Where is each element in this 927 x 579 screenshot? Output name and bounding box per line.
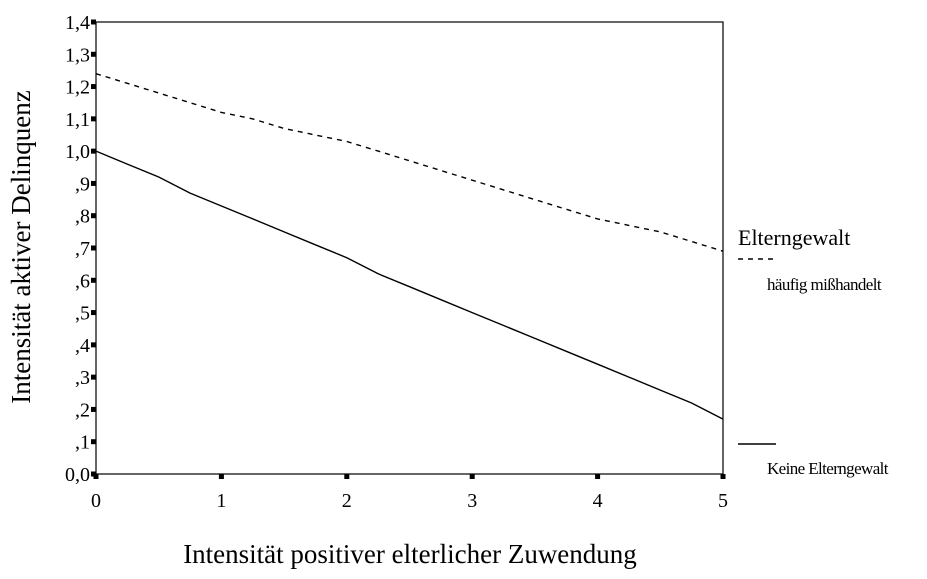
y-axis-title: Intensität aktiver Delinquenz — [6, 90, 36, 403]
x-tick-mark — [595, 474, 601, 479]
y-tick-label: ,7 — [75, 238, 90, 260]
y-tick-label: ,4 — [75, 335, 90, 357]
y-tick-label: ,6 — [75, 270, 90, 292]
y-tick-mark — [91, 180, 96, 186]
x-tick-label: 2 — [342, 490, 352, 512]
y-tick-mark — [91, 439, 96, 445]
x-tick-label: 5 — [718, 490, 728, 512]
y-tick-mark — [91, 84, 96, 90]
y-tick-mark — [91, 116, 96, 122]
y-tick-mark — [91, 245, 96, 251]
x-tick-mark — [218, 474, 224, 479]
x-tick-label: 4 — [593, 490, 603, 512]
plot-border — [95, 21, 724, 475]
legend-title: Elterngewalt — [738, 225, 850, 250]
y-tick-mark — [91, 374, 96, 380]
y-tick-label: ,5 — [75, 303, 90, 325]
y-tick-label: ,9 — [75, 173, 90, 195]
x-tick-mark — [344, 474, 350, 479]
y-tick-label: 1,4 — [65, 12, 90, 34]
y-axis-ticks: 0,0 ,1 ,2 ,3 ,4 ,5 ,6 ,7 ,8 ,9 1,0 1,1 1,2 1,3 1,4 — [65, 12, 96, 486]
y-tick-label: ,2 — [75, 399, 90, 421]
x-tick-label: 0 — [91, 490, 101, 512]
y-tick-mark — [91, 19, 96, 25]
y-tick-mark — [91, 148, 96, 154]
y-tick-mark — [91, 342, 96, 348]
series-line-solid — [95, 150, 724, 420]
y-tick-mark — [91, 51, 96, 57]
legend-label-keine-elterngewalt: Keine Elterngewalt — [767, 459, 889, 478]
x-tick-label: 3 — [467, 490, 477, 512]
y-tick-label: ,3 — [75, 367, 90, 389]
x-tick-label: 1 — [216, 490, 226, 512]
y-tick-mark — [91, 213, 96, 219]
y-tick-label: ,1 — [75, 432, 90, 454]
y-tick-label: 1,3 — [65, 44, 90, 66]
y-tick-mark — [91, 277, 96, 283]
y-tick-label: 1,2 — [65, 77, 90, 99]
legend: Elterngewalt häufig mißhandelt Keine Elt… — [738, 225, 889, 478]
x-tick-mark — [469, 474, 475, 479]
x-axis-title: Intensität positiver elterlicher Zuwendu… — [183, 539, 637, 569]
y-tick-label: ,8 — [75, 206, 90, 228]
y-tick-mark — [91, 310, 96, 316]
y-tick-mark — [91, 406, 96, 412]
y-tick-label: 1,0 — [65, 141, 90, 163]
y-tick-label: 0,0 — [65, 464, 90, 486]
plot-frame — [95, 21, 724, 475]
x-tick-mark — [93, 474, 99, 479]
series-layer — [95, 73, 724, 420]
x-tick-mark — [720, 474, 726, 479]
legend-label-haeufig-misshandelt: häufig mißhandelt — [767, 275, 882, 294]
series-line-dashed — [95, 73, 724, 252]
x-axis-ticks: 0 1 2 3 4 5 — [91, 474, 728, 512]
y-tick-label: 1,1 — [65, 109, 90, 131]
